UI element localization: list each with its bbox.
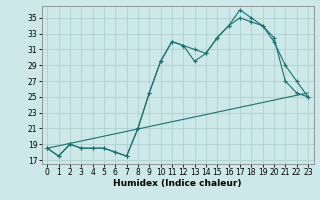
X-axis label: Humidex (Indice chaleur): Humidex (Indice chaleur) — [113, 179, 242, 188]
